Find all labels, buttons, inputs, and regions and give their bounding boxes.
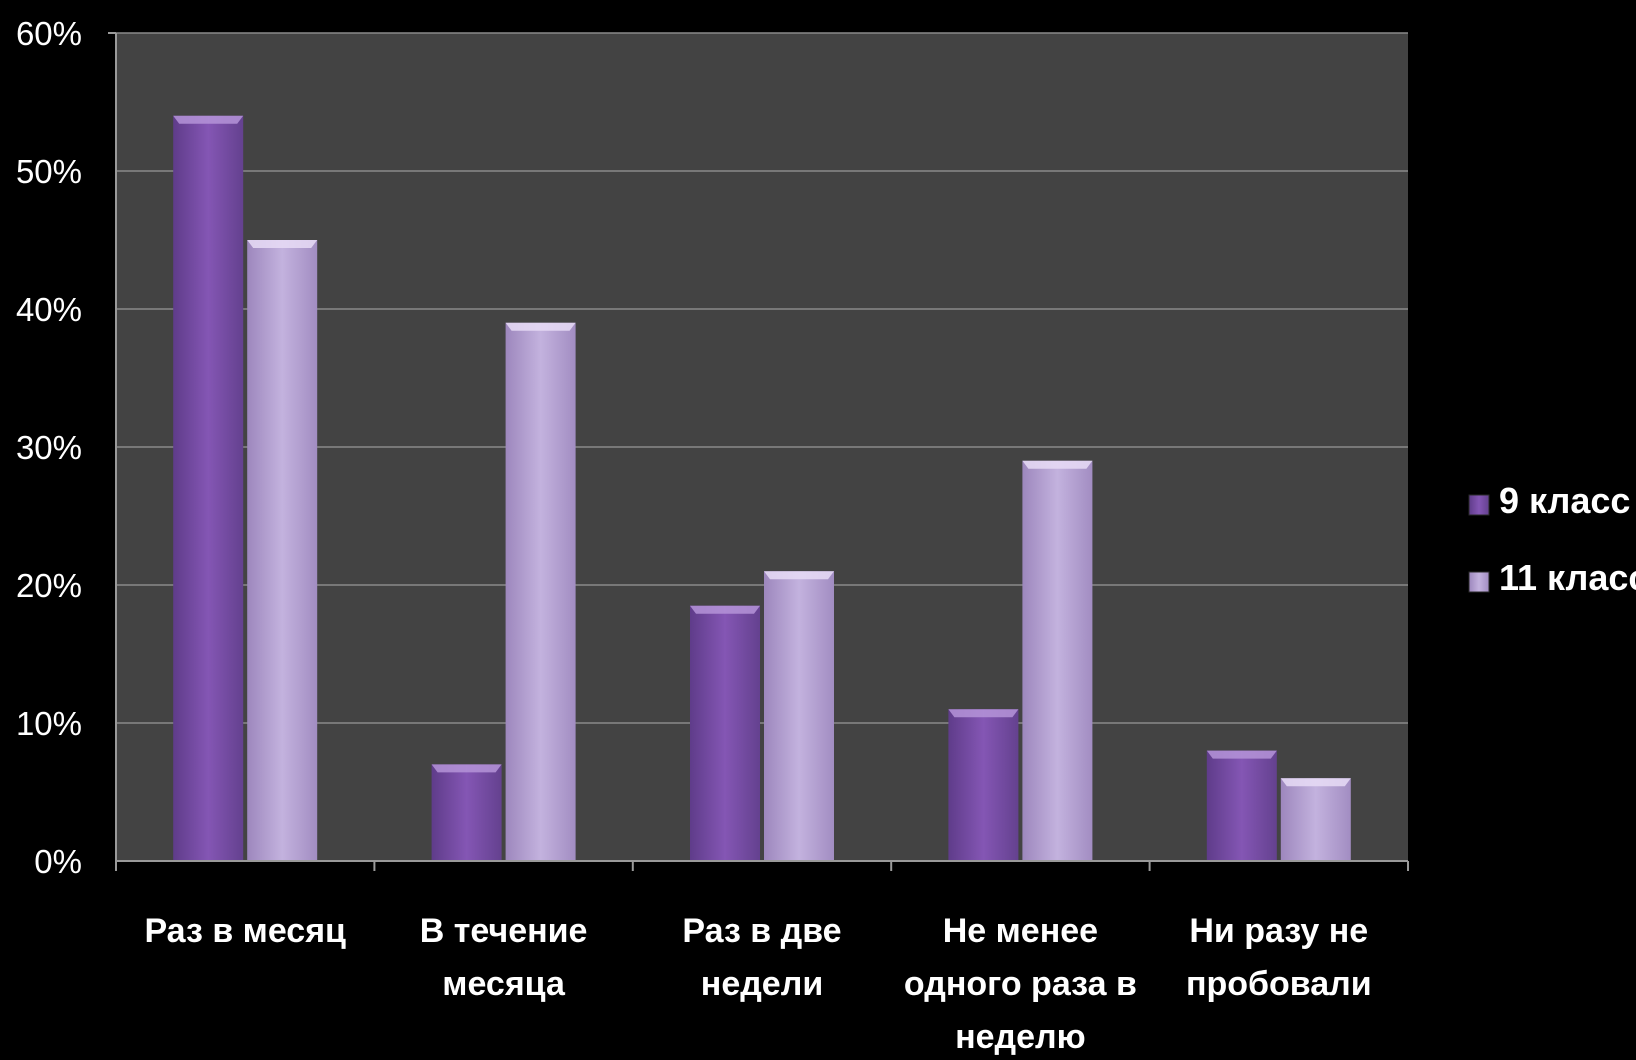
y-tick-label: 50% bbox=[16, 153, 82, 190]
bar-bevel bbox=[690, 605, 760, 614]
bar-body bbox=[247, 240, 318, 861]
y-tick-label: 60% bbox=[16, 15, 82, 52]
bar bbox=[948, 709, 1019, 861]
bar bbox=[431, 764, 502, 861]
x-category-label: неделю bbox=[955, 1018, 1086, 1055]
y-tick-label: 0% bbox=[34, 843, 82, 880]
x-category-label: одного раза в bbox=[904, 965, 1137, 1003]
bar-body bbox=[1280, 778, 1351, 861]
legend-label: 11 класс bbox=[1499, 557, 1636, 598]
x-category-label: Раз в месяц bbox=[144, 912, 346, 950]
x-category-label: Раз в две bbox=[682, 912, 841, 950]
x-category-label: Ни разу не bbox=[1189, 912, 1368, 950]
bar-bevel bbox=[247, 240, 318, 248]
bar-bevel bbox=[173, 115, 244, 124]
bar-bevel bbox=[1280, 778, 1351, 787]
legend-label: 9 класс bbox=[1499, 480, 1630, 521]
bar-body bbox=[1206, 750, 1277, 861]
x-category-label: месяца bbox=[442, 965, 566, 1003]
bar bbox=[247, 240, 318, 861]
x-category-label: недели bbox=[701, 965, 823, 1003]
y-tick-label: 30% bbox=[16, 429, 82, 466]
y-tick-label: 10% bbox=[16, 705, 82, 742]
bar-bevel bbox=[505, 322, 576, 331]
bar bbox=[173, 115, 244, 862]
bar-body bbox=[764, 571, 834, 861]
y-tick-label: 40% bbox=[16, 291, 82, 328]
bar-body bbox=[431, 764, 502, 861]
gridlines bbox=[116, 32, 1408, 724]
bar bbox=[1280, 778, 1351, 861]
bar bbox=[1206, 750, 1277, 861]
bar-body bbox=[505, 322, 576, 861]
legend: 9 класс 11 класс bbox=[1468, 480, 1636, 598]
bar bbox=[764, 571, 834, 861]
bar-bevel bbox=[1022, 460, 1093, 469]
bar bbox=[1022, 460, 1093, 861]
bar-body bbox=[1022, 460, 1093, 861]
bar-body bbox=[948, 709, 1019, 861]
legend-swatch bbox=[1468, 494, 1490, 516]
bar bbox=[505, 322, 576, 861]
bar-bevel bbox=[1206, 750, 1277, 759]
y-axis-tick-labels: 0% 10% 20% 30% 40% 50% 60% bbox=[16, 15, 82, 880]
x-axis-category-labels: Раз в месяц В течение месяца Раз в две недел… bbox=[144, 912, 1372, 1056]
x-category-label: пробовали bbox=[1186, 965, 1372, 1003]
bar bbox=[690, 605, 760, 861]
legend-swatch bbox=[1468, 571, 1490, 593]
bars bbox=[173, 115, 1351, 862]
bar-bevel bbox=[948, 709, 1019, 718]
x-category-label: Не менее bbox=[943, 912, 1098, 950]
x-category-label: В течение bbox=[420, 912, 588, 950]
bar-body bbox=[690, 605, 760, 861]
bar-body bbox=[173, 115, 244, 862]
bar-bevel bbox=[764, 571, 834, 580]
y-tick-label: 20% bbox=[16, 567, 82, 604]
bar-bevel bbox=[431, 764, 502, 773]
axes bbox=[108, 32, 1409, 871]
